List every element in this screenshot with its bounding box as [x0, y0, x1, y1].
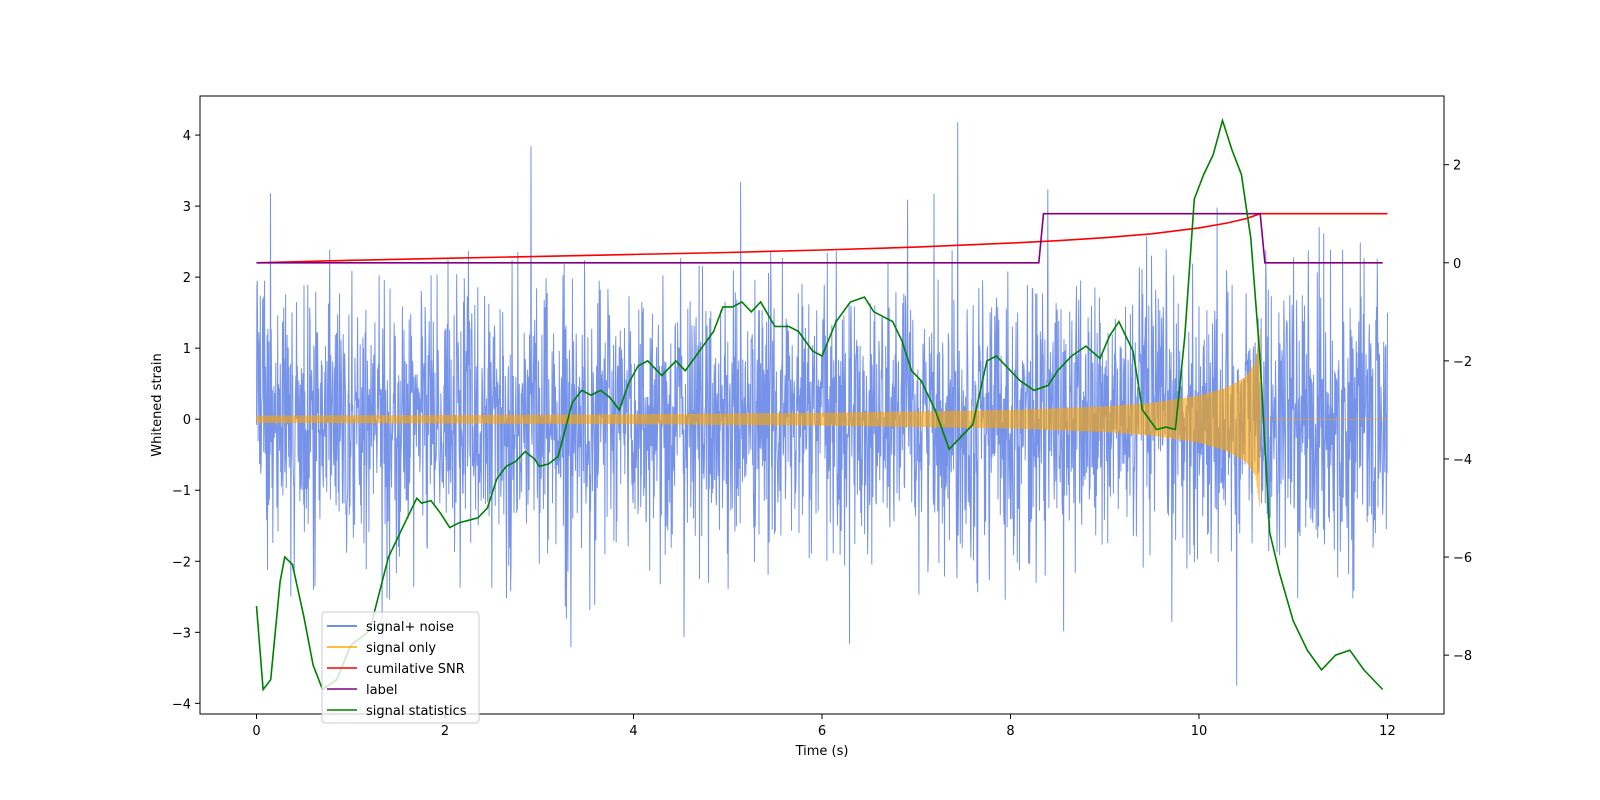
y2-tick-label: 0	[1453, 257, 1461, 272]
plot-area	[199, 95, 1445, 715]
x-tick-label: 0	[252, 724, 260, 739]
y-tick-label: 3	[183, 200, 191, 215]
y2-tick-label: −4	[1453, 453, 1472, 468]
x-tick-label: 10	[1191, 724, 1208, 739]
y-tick-label: 2	[183, 271, 191, 286]
legend-box	[321, 611, 480, 724]
y-axis-label: Whitened strain	[150, 353, 165, 456]
x-tick-label: 8	[1006, 724, 1014, 739]
y-tick-label: 4	[183, 129, 191, 144]
legend-entry-label: label	[366, 683, 397, 698]
x-tick-label: 4	[629, 724, 637, 739]
x-tick-label: 12	[1379, 724, 1396, 739]
y-tick-label: −4	[172, 697, 191, 712]
y-tick-label: −3	[172, 626, 191, 641]
series-cumulative-snr-line	[256, 212, 1388, 264]
y2-tick-label: −8	[1453, 649, 1472, 664]
y-axis-right: −8 −6 −4 −2 0 2	[1444, 159, 1472, 664]
legend-entry-label: signal statistics	[366, 704, 467, 719]
x-tick-label: 6	[818, 724, 826, 739]
y2-tick-label: −2	[1453, 355, 1472, 370]
series-signal-only-line	[256, 328, 1388, 507]
y-tick-label: 1	[183, 342, 191, 357]
y-tick-label: 0	[183, 413, 191, 428]
y-tick-label: −1	[172, 484, 191, 499]
y-axis-left: −4 −3 −2 −1 0 1 2 3 4	[172, 129, 200, 712]
series-signal-statistics-line	[255, 117, 1384, 692]
x-tick-label: 2	[441, 724, 449, 739]
series-layer	[255, 117, 1388, 692]
legend: signal+ noise signal only cumilative SNR la…	[321, 611, 480, 724]
y2-tick-label: 2	[1453, 159, 1461, 174]
y-tick-label: −2	[172, 555, 191, 570]
series-label-line	[256, 212, 1383, 264]
legend-entry-label: signal only	[366, 641, 436, 656]
legend-entry-label: cumilative SNR	[366, 662, 465, 677]
series-signal-plus-noise-line	[256, 122, 1388, 686]
y2-tick-label: −6	[1453, 551, 1472, 566]
legend-entry-label: signal+ noise	[366, 620, 454, 635]
x-axis-label: Time (s)	[795, 744, 849, 759]
